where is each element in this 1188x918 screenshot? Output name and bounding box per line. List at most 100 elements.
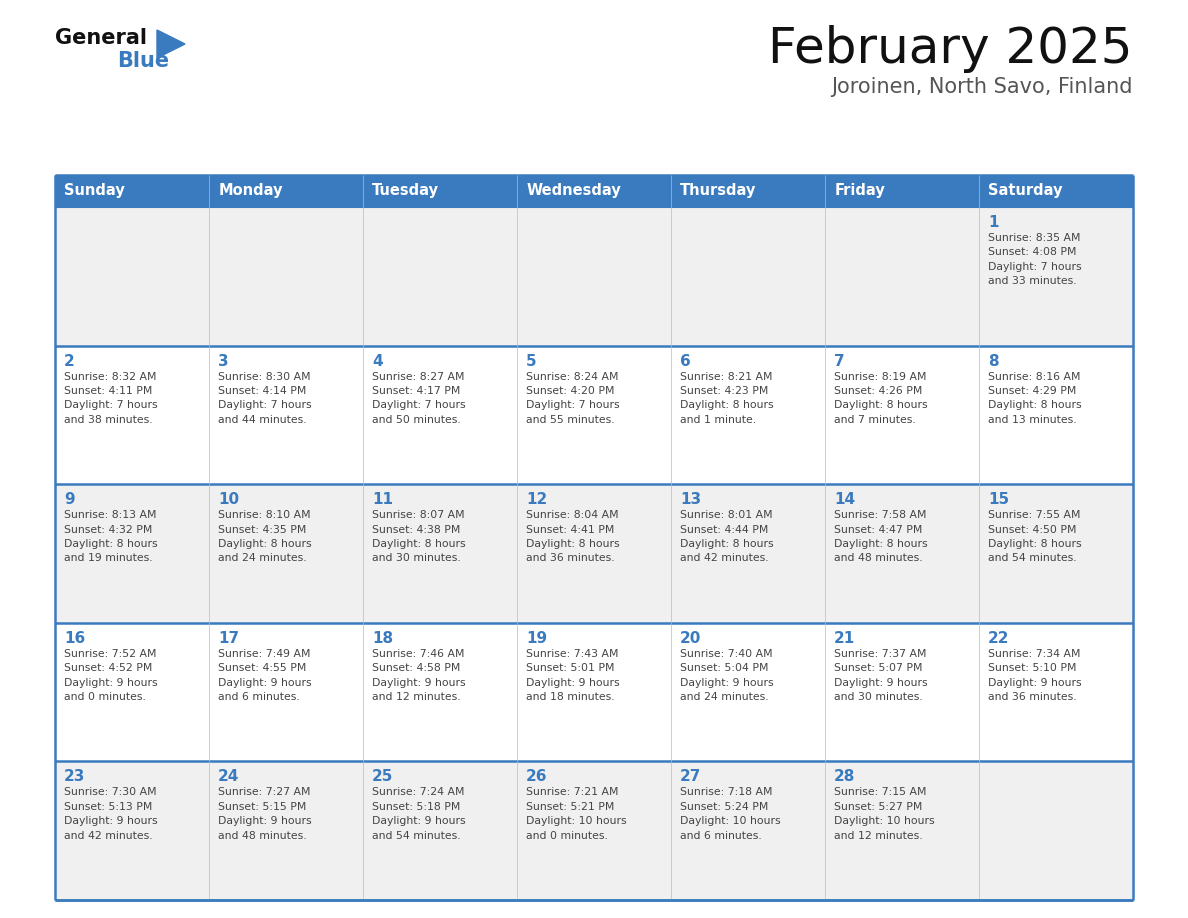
Text: 6: 6	[681, 353, 691, 369]
Bar	[979, 175, 1133, 207]
Text: 12: 12	[526, 492, 548, 508]
Bar	[209, 175, 364, 207]
Bar	[979, 207, 1133, 345]
Bar	[979, 761, 1133, 900]
Text: Sunrise: 7:27 AM
Sunset: 5:15 PM
Daylight: 9 hours
and 48 minutes.: Sunrise: 7:27 AM Sunset: 5:15 PM Dayligh…	[219, 788, 312, 841]
Bar	[671, 175, 824, 207]
Bar	[824, 484, 979, 622]
Text: Sunrise: 7:58 AM
Sunset: 4:47 PM
Daylight: 8 hours
and 48 minutes.: Sunrise: 7:58 AM Sunset: 4:47 PM Dayligh…	[834, 510, 928, 564]
Text: Sunrise: 7:24 AM
Sunset: 5:18 PM
Daylight: 9 hours
and 54 minutes.: Sunrise: 7:24 AM Sunset: 5:18 PM Dayligh…	[372, 788, 466, 841]
Bar	[364, 484, 517, 622]
Bar	[55, 345, 209, 484]
Bar	[55, 761, 209, 900]
Bar	[209, 345, 364, 484]
Text: Sunrise: 7:30 AM
Sunset: 5:13 PM
Daylight: 9 hours
and 42 minutes.: Sunrise: 7:30 AM Sunset: 5:13 PM Dayligh…	[64, 788, 158, 841]
Text: February 2025: February 2025	[769, 25, 1133, 73]
Bar	[55, 175, 209, 207]
Text: General: General	[55, 28, 147, 48]
Bar	[517, 484, 671, 622]
Text: Thursday: Thursday	[681, 184, 757, 198]
Text: 5: 5	[526, 353, 537, 369]
Bar	[517, 207, 671, 345]
Text: Sunrise: 7:15 AM
Sunset: 5:27 PM
Daylight: 10 hours
and 12 minutes.: Sunrise: 7:15 AM Sunset: 5:27 PM Dayligh…	[834, 788, 935, 841]
Text: 10: 10	[219, 492, 239, 508]
Text: 23: 23	[64, 769, 86, 784]
Bar	[364, 207, 517, 345]
Text: 11: 11	[372, 492, 393, 508]
Text: Sunrise: 7:55 AM
Sunset: 4:50 PM
Daylight: 8 hours
and 54 minutes.: Sunrise: 7:55 AM Sunset: 4:50 PM Dayligh…	[988, 510, 1082, 564]
Text: Sunrise: 8:30 AM
Sunset: 4:14 PM
Daylight: 7 hours
and 44 minutes.: Sunrise: 8:30 AM Sunset: 4:14 PM Dayligh…	[219, 372, 312, 425]
Bar	[979, 622, 1133, 761]
Text: 27: 27	[681, 769, 702, 784]
Text: 4: 4	[372, 353, 383, 369]
Text: Sunrise: 8:19 AM
Sunset: 4:26 PM
Daylight: 8 hours
and 7 minutes.: Sunrise: 8:19 AM Sunset: 4:26 PM Dayligh…	[834, 372, 928, 425]
Text: 1: 1	[988, 215, 999, 230]
Text: 16: 16	[64, 631, 86, 645]
Text: Sunrise: 8:21 AM
Sunset: 4:23 PM
Daylight: 8 hours
and 1 minute.: Sunrise: 8:21 AM Sunset: 4:23 PM Dayligh…	[681, 372, 773, 425]
Bar	[824, 622, 979, 761]
Bar	[517, 761, 671, 900]
Text: Sunrise: 8:07 AM
Sunset: 4:38 PM
Daylight: 8 hours
and 30 minutes.: Sunrise: 8:07 AM Sunset: 4:38 PM Dayligh…	[372, 510, 466, 564]
Bar	[824, 207, 979, 345]
Bar	[364, 175, 517, 207]
Bar	[55, 622, 209, 761]
Bar	[824, 175, 979, 207]
Text: Sunrise: 7:43 AM
Sunset: 5:01 PM
Daylight: 9 hours
and 18 minutes.: Sunrise: 7:43 AM Sunset: 5:01 PM Dayligh…	[526, 649, 620, 702]
Text: Sunday: Sunday	[64, 184, 125, 198]
Text: 21: 21	[834, 631, 855, 645]
Bar	[209, 207, 364, 345]
Text: 3: 3	[219, 353, 229, 369]
Text: 18: 18	[372, 631, 393, 645]
Bar	[55, 484, 209, 622]
Text: Sunrise: 8:35 AM
Sunset: 4:08 PM
Daylight: 7 hours
and 33 minutes.: Sunrise: 8:35 AM Sunset: 4:08 PM Dayligh…	[988, 233, 1082, 286]
Text: Tuesday: Tuesday	[372, 184, 440, 198]
Text: Wednesday: Wednesday	[526, 184, 621, 198]
Bar	[364, 345, 517, 484]
Text: 28: 28	[834, 769, 855, 784]
Polygon shape	[157, 30, 185, 58]
Text: Sunrise: 8:10 AM
Sunset: 4:35 PM
Daylight: 8 hours
and 24 minutes.: Sunrise: 8:10 AM Sunset: 4:35 PM Dayligh…	[219, 510, 312, 564]
Text: Sunrise: 7:18 AM
Sunset: 5:24 PM
Daylight: 10 hours
and 6 minutes.: Sunrise: 7:18 AM Sunset: 5:24 PM Dayligh…	[681, 788, 781, 841]
Text: Blue: Blue	[116, 51, 169, 71]
Text: Saturday: Saturday	[988, 184, 1063, 198]
Text: Joroinen, North Savo, Finland: Joroinen, North Savo, Finland	[832, 77, 1133, 97]
Text: 2: 2	[64, 353, 75, 369]
Text: 26: 26	[526, 769, 548, 784]
Bar	[824, 761, 979, 900]
Bar	[671, 207, 824, 345]
Text: 17: 17	[219, 631, 239, 645]
Bar	[824, 345, 979, 484]
Text: 22: 22	[988, 631, 1010, 645]
Text: Sunrise: 7:37 AM
Sunset: 5:07 PM
Daylight: 9 hours
and 30 minutes.: Sunrise: 7:37 AM Sunset: 5:07 PM Dayligh…	[834, 649, 928, 702]
Text: 20: 20	[681, 631, 702, 645]
Text: Sunrise: 8:16 AM
Sunset: 4:29 PM
Daylight: 8 hours
and 13 minutes.: Sunrise: 8:16 AM Sunset: 4:29 PM Dayligh…	[988, 372, 1082, 425]
Text: Sunrise: 7:34 AM
Sunset: 5:10 PM
Daylight: 9 hours
and 36 minutes.: Sunrise: 7:34 AM Sunset: 5:10 PM Dayligh…	[988, 649, 1082, 702]
Text: Sunrise: 7:21 AM
Sunset: 5:21 PM
Daylight: 10 hours
and 0 minutes.: Sunrise: 7:21 AM Sunset: 5:21 PM Dayligh…	[526, 788, 627, 841]
Bar	[55, 207, 209, 345]
Text: Sunrise: 8:32 AM
Sunset: 4:11 PM
Daylight: 7 hours
and 38 minutes.: Sunrise: 8:32 AM Sunset: 4:11 PM Dayligh…	[64, 372, 158, 425]
Bar	[364, 761, 517, 900]
Text: Sunrise: 8:24 AM
Sunset: 4:20 PM
Daylight: 7 hours
and 55 minutes.: Sunrise: 8:24 AM Sunset: 4:20 PM Dayligh…	[526, 372, 620, 425]
Bar	[979, 345, 1133, 484]
Text: 13: 13	[681, 492, 701, 508]
Bar	[671, 484, 824, 622]
Text: 19: 19	[526, 631, 548, 645]
Bar	[517, 175, 671, 207]
Bar	[517, 622, 671, 761]
Text: Monday: Monday	[219, 184, 283, 198]
Text: Sunrise: 8:13 AM
Sunset: 4:32 PM
Daylight: 8 hours
and 19 minutes.: Sunrise: 8:13 AM Sunset: 4:32 PM Dayligh…	[64, 510, 158, 564]
Bar	[671, 622, 824, 761]
Text: 24: 24	[219, 769, 240, 784]
Text: Sunrise: 8:27 AM
Sunset: 4:17 PM
Daylight: 7 hours
and 50 minutes.: Sunrise: 8:27 AM Sunset: 4:17 PM Dayligh…	[372, 372, 466, 425]
Text: Sunrise: 8:01 AM
Sunset: 4:44 PM
Daylight: 8 hours
and 42 minutes.: Sunrise: 8:01 AM Sunset: 4:44 PM Dayligh…	[681, 510, 773, 564]
Bar	[979, 484, 1133, 622]
Text: Sunrise: 8:04 AM
Sunset: 4:41 PM
Daylight: 8 hours
and 36 minutes.: Sunrise: 8:04 AM Sunset: 4:41 PM Dayligh…	[526, 510, 620, 564]
Bar	[364, 622, 517, 761]
Text: 15: 15	[988, 492, 1010, 508]
Text: 8: 8	[988, 353, 999, 369]
Text: 9: 9	[64, 492, 75, 508]
Text: Friday: Friday	[834, 184, 885, 198]
Bar	[671, 345, 824, 484]
Text: 14: 14	[834, 492, 855, 508]
Text: Sunrise: 7:46 AM
Sunset: 4:58 PM
Daylight: 9 hours
and 12 minutes.: Sunrise: 7:46 AM Sunset: 4:58 PM Dayligh…	[372, 649, 466, 702]
